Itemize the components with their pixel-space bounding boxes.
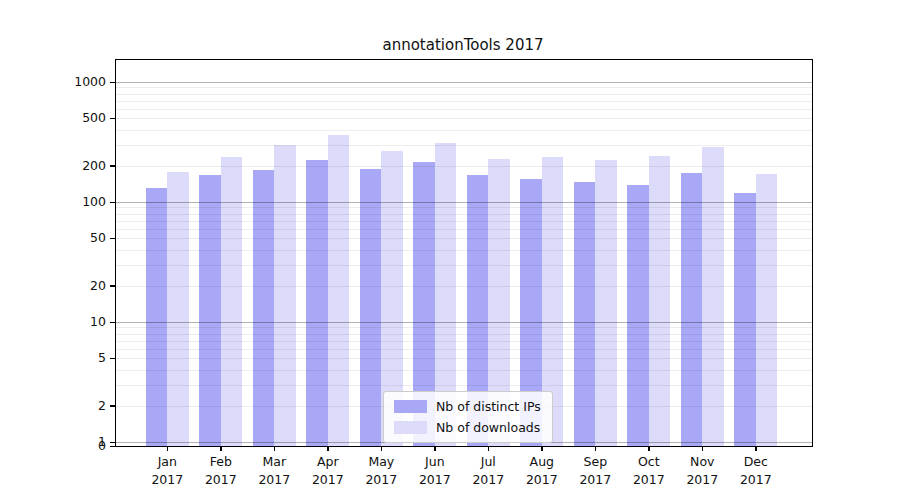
legend-label-downloads: Nb of downloads bbox=[436, 420, 540, 435]
x-axis-tick bbox=[274, 446, 276, 451]
bar-nb-of-downloads-sep bbox=[595, 160, 616, 446]
y-axis-tick-label: 0 bbox=[48, 438, 106, 454]
x-axis-tick-label: Dec2017 bbox=[724, 453, 788, 489]
y-axis-tick bbox=[110, 442, 115, 444]
legend-swatch-downloads bbox=[394, 421, 427, 434]
y-axis-tick-label: 2 bbox=[48, 398, 106, 414]
x-axis-tick bbox=[755, 446, 757, 451]
y-axis-tick-label: 10 bbox=[48, 314, 106, 330]
minor-gridline bbox=[116, 109, 812, 110]
chart-title: annotationTools 2017 bbox=[115, 36, 811, 54]
y-axis-tick bbox=[110, 322, 115, 324]
minor-gridline bbox=[116, 101, 812, 102]
y-axis-tick bbox=[110, 202, 115, 204]
minor-gridline bbox=[116, 87, 812, 88]
y-axis-tick-label: 20 bbox=[48, 278, 106, 294]
bar-nb-of-distinct-ips-feb bbox=[199, 175, 220, 446]
y-axis-tick-label: 200 bbox=[48, 158, 106, 174]
bar-nb-of-distinct-ips-nov bbox=[681, 173, 702, 446]
x-axis-tick bbox=[541, 446, 543, 451]
bar-nb-of-downloads-mar bbox=[274, 145, 295, 446]
y-axis-tick bbox=[110, 285, 115, 287]
x-axis-tick bbox=[434, 446, 436, 451]
x-axis-tick bbox=[381, 446, 383, 451]
y-axis-tick-label: 5 bbox=[48, 350, 106, 366]
legend: Nb of distinct IPs Nb of downloads bbox=[383, 391, 553, 443]
plot-area: Nb of distinct IPs Nb of downloads 10005… bbox=[115, 59, 813, 447]
legend-swatch-distinct-ips bbox=[394, 400, 427, 413]
bar-nb-of-distinct-ips-oct bbox=[627, 185, 648, 446]
y-axis-tick-label: 1000 bbox=[48, 74, 106, 90]
figure: annotationTools 2017 Nb of distinct IPs … bbox=[0, 0, 900, 500]
major-gridline bbox=[116, 82, 812, 83]
y-axis-tick bbox=[110, 358, 115, 360]
y-axis-tick-label: 50 bbox=[48, 230, 106, 246]
minor-gridline bbox=[116, 118, 812, 119]
legend-item-downloads: Nb of downloads bbox=[394, 420, 541, 435]
bar-nb-of-downloads-dec bbox=[756, 174, 777, 446]
bar-nb-of-distinct-ips-sep bbox=[574, 182, 595, 446]
bar-nb-of-downloads-nov bbox=[702, 147, 723, 446]
x-axis-tick bbox=[702, 446, 704, 451]
minor-gridline bbox=[116, 94, 812, 95]
legend-item-distinct-ips: Nb of distinct IPs bbox=[394, 399, 541, 414]
y-axis-tick-label: 100 bbox=[48, 194, 106, 210]
x-axis-tick bbox=[167, 446, 169, 451]
x-axis-tick bbox=[595, 446, 597, 451]
bar-nb-of-downloads-feb bbox=[221, 157, 242, 446]
bar-nb-of-distinct-ips-jan bbox=[146, 188, 167, 446]
x-axis-tick bbox=[220, 446, 222, 451]
x-axis-tick bbox=[648, 446, 650, 451]
bar-nb-of-distinct-ips-mar bbox=[253, 170, 274, 446]
y-axis-tick bbox=[110, 118, 115, 120]
y-axis-tick bbox=[110, 446, 115, 448]
y-axis-tick-label: 500 bbox=[48, 110, 106, 126]
bar-nb-of-distinct-ips-may bbox=[360, 169, 381, 446]
x-axis-tick bbox=[488, 446, 490, 451]
bar-nb-of-downloads-jan bbox=[167, 172, 188, 446]
y-axis-tick bbox=[110, 238, 115, 240]
x-axis-tick bbox=[327, 446, 329, 451]
y-axis-tick bbox=[110, 165, 115, 167]
bar-nb-of-distinct-ips-apr bbox=[306, 160, 327, 446]
y-axis-tick bbox=[110, 82, 115, 84]
y-axis-tick bbox=[110, 405, 115, 407]
legend-label-distinct-ips: Nb of distinct IPs bbox=[436, 399, 541, 414]
bar-nb-of-distinct-ips-dec bbox=[734, 193, 755, 447]
bar-nb-of-downloads-oct bbox=[649, 156, 670, 446]
bar-nb-of-downloads-apr bbox=[328, 135, 349, 446]
minor-gridline bbox=[116, 130, 812, 131]
